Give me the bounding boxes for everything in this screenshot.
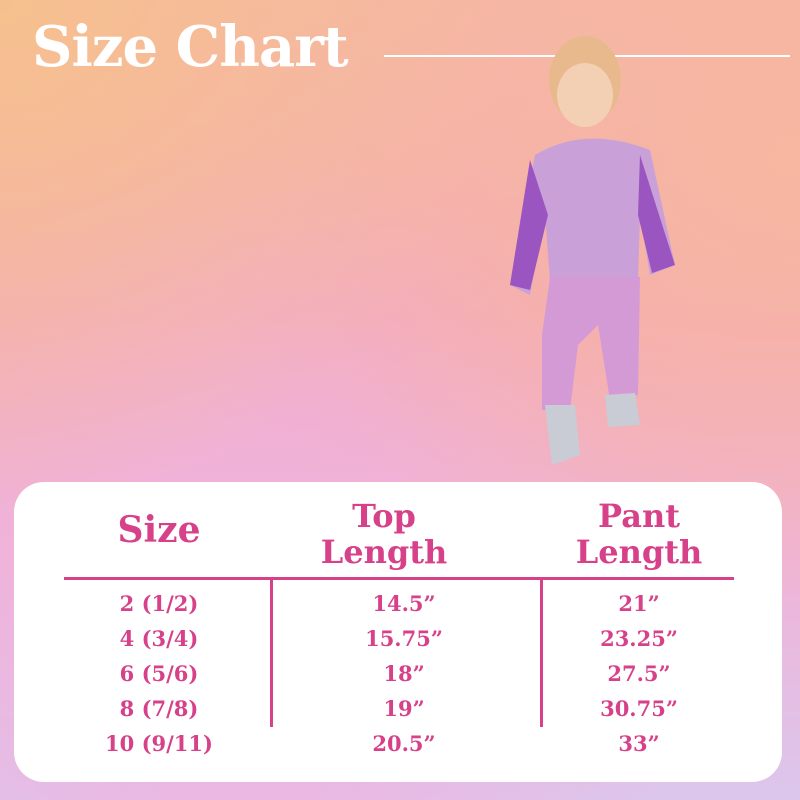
pant-length-cell: 23.25” — [600, 626, 678, 651]
pant-length-column: 21” 23.25” 27.5” 30.75” 33” — [539, 586, 739, 761]
column-divider — [270, 580, 273, 727]
child-model-image — [510, 36, 675, 465]
page-title: Size Chart — [32, 14, 349, 80]
size-cell: 6 (5/6) — [119, 661, 199, 686]
top-length-cell: 20.5” — [372, 731, 436, 756]
size-cell: 10 (9/11) — [105, 731, 213, 756]
pant-length-cell: 30.75” — [600, 696, 678, 721]
header-top-length: Top Length — [320, 497, 448, 571]
top-length-cell: 19” — [383, 696, 425, 721]
pant-length-cell: 27.5” — [607, 661, 671, 686]
top-length-cell: 15.75” — [365, 626, 443, 651]
pant-length-cell: 21” — [618, 591, 660, 616]
size-cell: 2 (1/2) — [119, 591, 199, 616]
header-divider — [64, 577, 734, 580]
header-pant-length: Pant Length — [575, 497, 703, 571]
top-length-column: 14.5” 15.75” 18” 19” 20.5” — [304, 586, 504, 761]
pant-length-cell: 33” — [618, 731, 660, 756]
size-cell: 4 (3/4) — [119, 626, 199, 651]
size-table-card: Size Top Length Pant Length 2 (1/2) 4 (3… — [14, 482, 782, 782]
size-column: 2 (1/2) 4 (3/4) 6 (5/6) 8 (7/8) 10 (9/11… — [74, 586, 244, 761]
column-divider — [540, 580, 543, 727]
top-length-cell: 18” — [383, 661, 425, 686]
header-size: Size — [117, 509, 201, 551]
top-length-cell: 14.5” — [372, 591, 436, 616]
size-cell: 8 (7/8) — [119, 696, 199, 721]
